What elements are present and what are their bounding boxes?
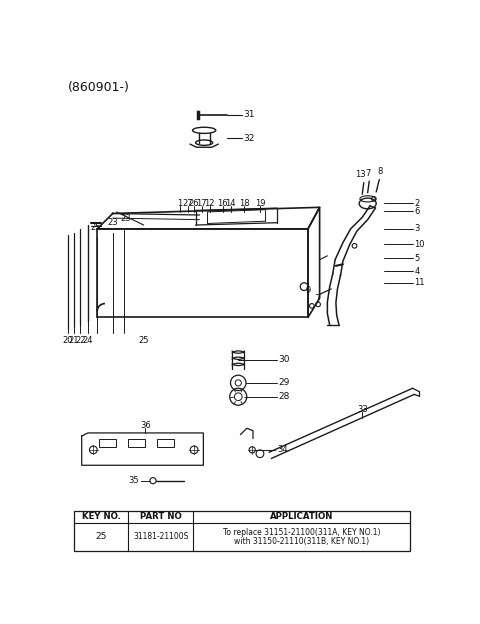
Text: 25: 25 [138, 336, 149, 345]
Text: 13: 13 [355, 170, 366, 180]
Text: 26: 26 [189, 199, 199, 208]
Text: PART NO: PART NO [140, 512, 181, 522]
Text: APPLICATION: APPLICATION [270, 512, 334, 522]
Text: 12: 12 [204, 199, 215, 208]
Bar [99, 439, 116, 447]
Text: 4: 4 [414, 266, 420, 276]
Text: 10: 10 [414, 240, 425, 249]
Bar [157, 439, 174, 447]
Text: 24: 24 [83, 336, 93, 345]
Text: 32: 32 [244, 134, 255, 142]
Text: 30: 30 [278, 355, 290, 364]
Text: 1: 1 [178, 199, 183, 208]
Text: 11: 11 [414, 278, 425, 287]
Text: 16: 16 [217, 199, 228, 208]
Text: 9: 9 [305, 286, 311, 295]
Text: KEY NO.: KEY NO. [82, 512, 120, 522]
Text: 23: 23 [108, 218, 118, 227]
Text: 22: 22 [75, 336, 85, 345]
Text: 7: 7 [366, 169, 371, 178]
Text: 28: 28 [278, 392, 290, 401]
Text: 17: 17 [196, 199, 207, 208]
Text: 33: 33 [357, 406, 368, 414]
Text: 6: 6 [414, 207, 420, 216]
Text: 20: 20 [62, 336, 73, 345]
Text: 25: 25 [96, 532, 107, 542]
Text: (860901-): (860901-) [68, 80, 130, 94]
Text: 8: 8 [377, 167, 383, 177]
Text: 23: 23 [120, 213, 131, 223]
Text: 25: 25 [90, 223, 101, 232]
Text: 27: 27 [182, 199, 193, 208]
Text: 31181-21100S: 31181-21100S [133, 532, 189, 542]
Text: 19: 19 [255, 199, 265, 208]
Text: 21: 21 [69, 336, 79, 345]
Text: 34: 34 [277, 446, 288, 454]
Text: 18: 18 [239, 199, 250, 208]
Text: 35: 35 [129, 476, 139, 485]
Text: To replace 31151-21100(311A, KEY NO.1): To replace 31151-21100(311A, KEY NO.1) [223, 528, 381, 537]
Text: 29: 29 [278, 378, 290, 388]
Bar [128, 439, 145, 447]
Text: 14: 14 [225, 199, 236, 208]
Text: 2: 2 [414, 199, 420, 208]
Text: 36: 36 [140, 421, 151, 430]
Text: with 31150-21110(311B, KEY NO.1): with 31150-21110(311B, KEY NO.1) [234, 537, 370, 546]
Text: 5: 5 [414, 253, 420, 263]
Text: 31: 31 [244, 110, 255, 119]
Text: 3: 3 [414, 225, 420, 233]
